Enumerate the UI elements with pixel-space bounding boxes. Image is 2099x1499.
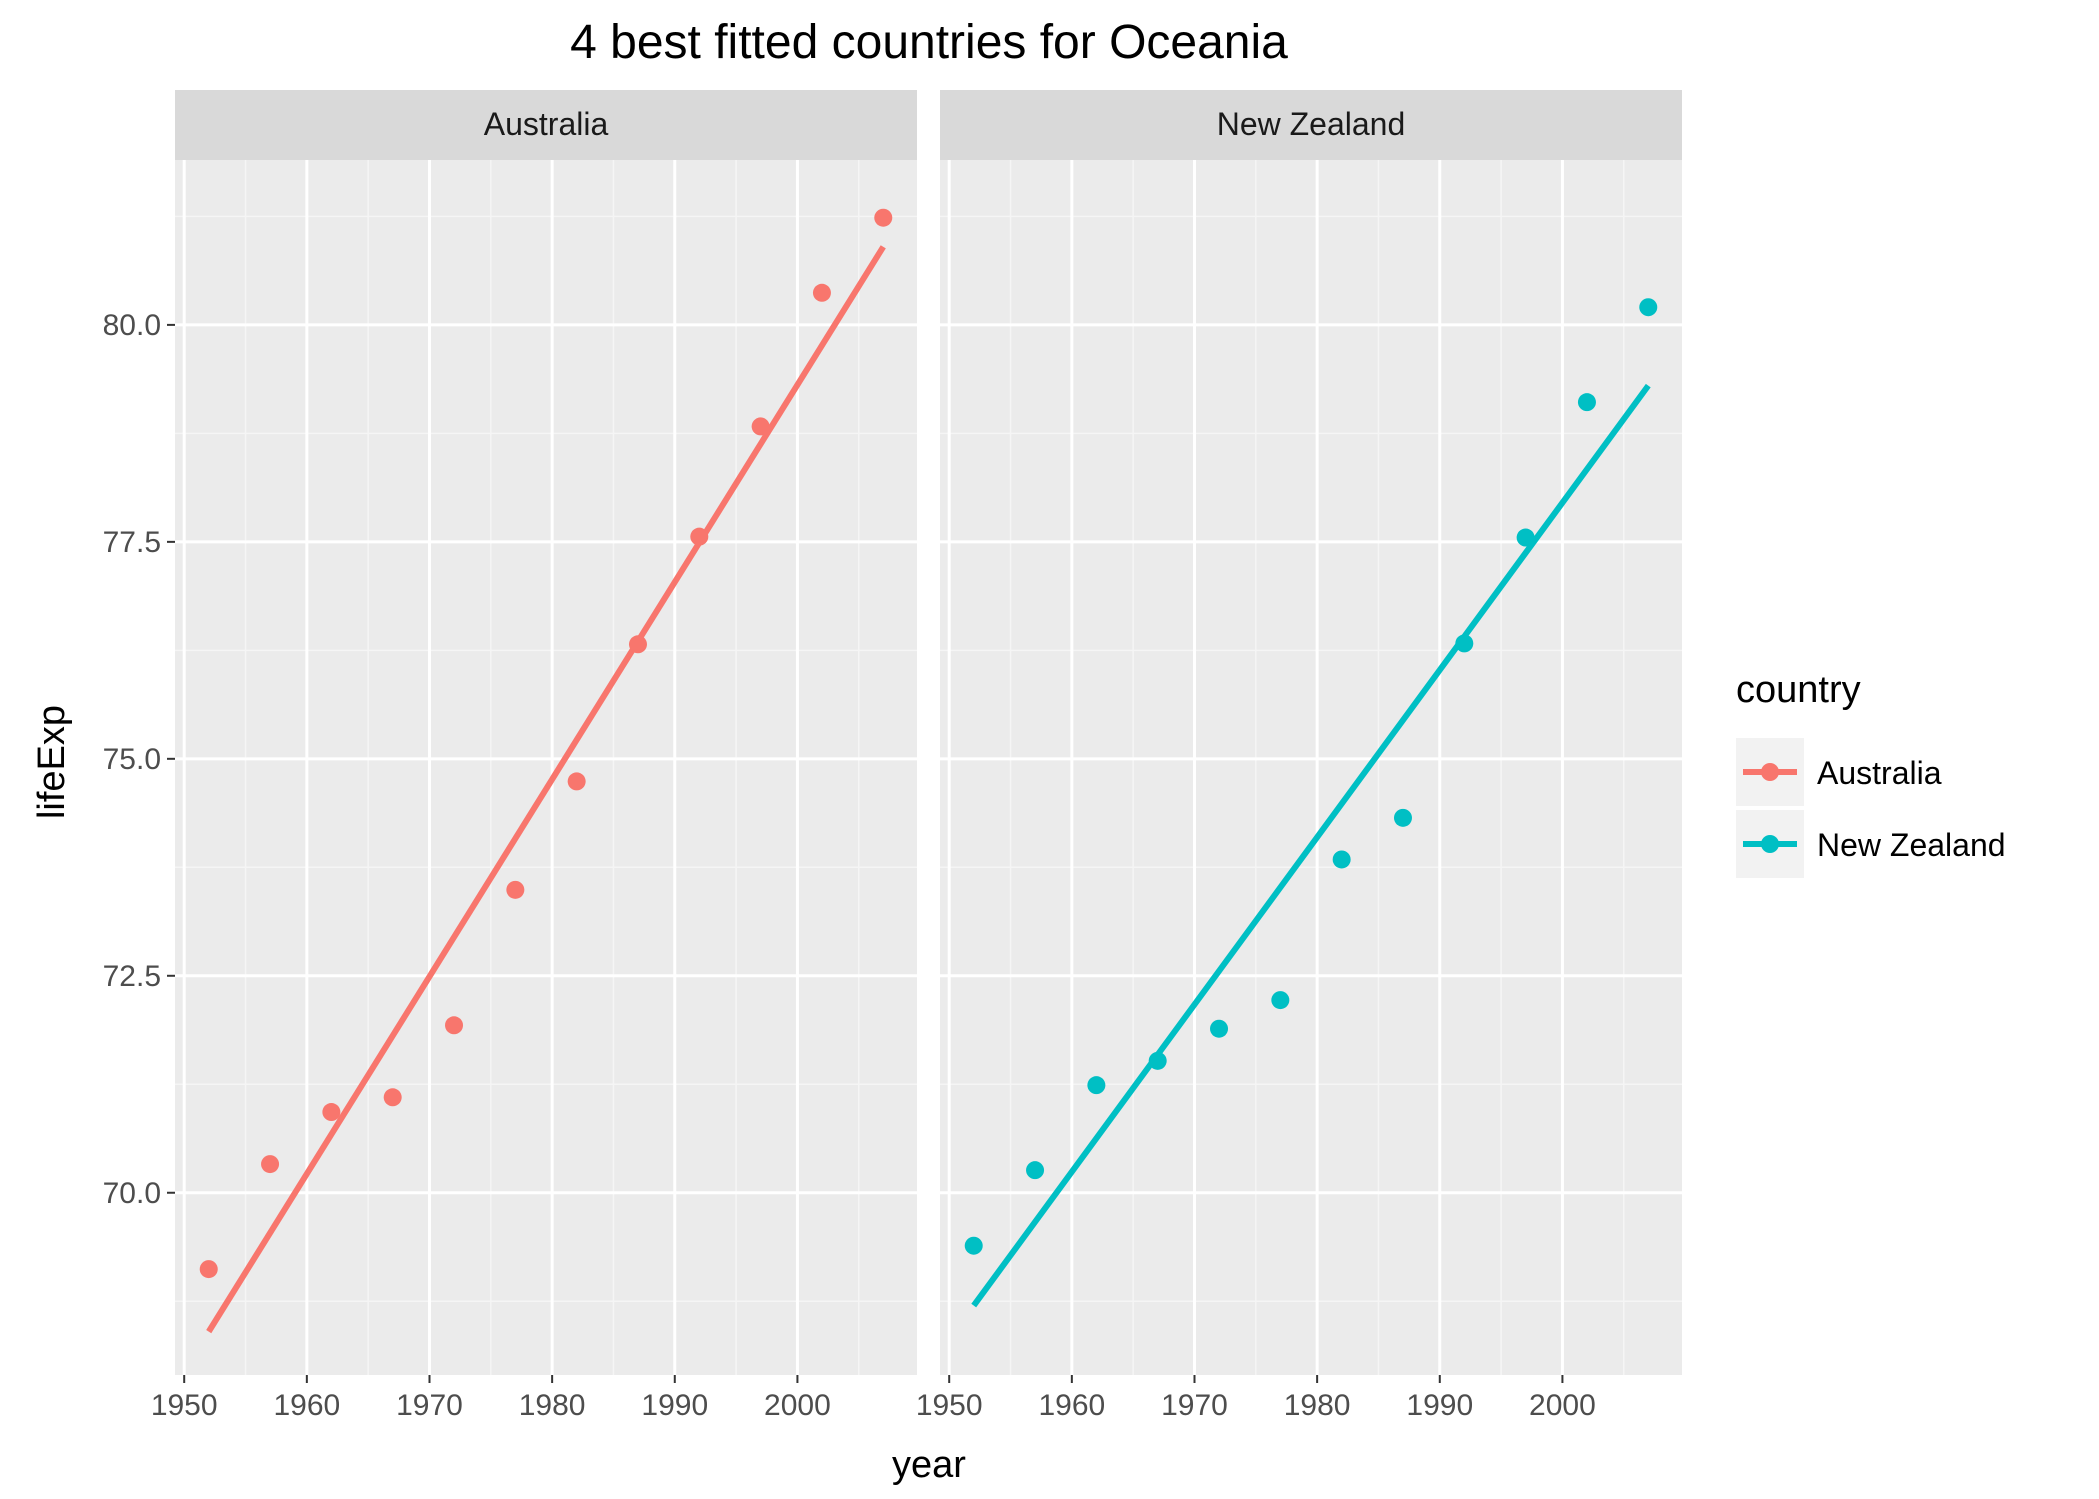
data-point: [1026, 1161, 1045, 1180]
data-point: [1332, 850, 1351, 869]
y-tick-label: 70.0: [103, 1177, 161, 1210]
data-point: [199, 1260, 218, 1279]
x-tick-label: 1960: [1038, 1389, 1105, 1422]
x-tick-label: 2000: [764, 1389, 831, 1422]
y-tick-label: 80.0: [103, 309, 161, 342]
x-tick-label: 1950: [916, 1389, 983, 1422]
x-tick-label: 1980: [1284, 1389, 1351, 1422]
data-point: [261, 1155, 280, 1174]
legend: country Australia New Zealand: [1736, 669, 2006, 878]
data-point: [567, 772, 586, 791]
x-tick-label: 1990: [641, 1389, 708, 1422]
legend-title: country: [1736, 669, 1861, 711]
fit-line: [206, 245, 886, 1334]
data-point: [812, 283, 831, 302]
x-tick-label: 1970: [1161, 1389, 1228, 1422]
data-point: [1639, 298, 1658, 317]
x-tick-label: 1970: [396, 1389, 463, 1422]
facet-strip: [175, 90, 917, 160]
legend-key-point: [1761, 763, 1779, 781]
data-point: [1148, 1051, 1167, 1070]
x-tick-label: 1980: [519, 1389, 586, 1422]
data-point: [1577, 393, 1596, 412]
panel-background: [940, 160, 1682, 1375]
data-point: [1455, 634, 1474, 653]
data-point: [690, 527, 709, 546]
x-tick-label: 2000: [1529, 1389, 1596, 1422]
legend-label: Australia: [1817, 755, 1942, 791]
data-point: [874, 208, 893, 227]
data-point: [628, 635, 647, 654]
x-tick-label: 1950: [151, 1389, 218, 1422]
data-point: [964, 1236, 983, 1255]
panel-background: [175, 160, 917, 1375]
y-tick-label: 72.5: [103, 960, 161, 993]
x-tick-label: 1960: [273, 1389, 340, 1422]
data-point: [751, 417, 770, 436]
data-point: [383, 1088, 402, 1107]
facet-strip-label: New Zealand: [1217, 106, 1406, 142]
y-tick-label: 75.0: [103, 743, 161, 776]
legend-key-point: [1761, 835, 1779, 853]
data-point: [506, 880, 525, 899]
facet-strip-label: Australia: [484, 106, 609, 142]
y-tick-label: 77.5: [103, 526, 161, 559]
fit-line: [971, 383, 1651, 1308]
facet-strip: [940, 90, 1682, 160]
data-point: [1393, 808, 1412, 827]
facet-panel: Australia 1950 1960 1970 1980 1990 2000 70.0 72.…: [103, 90, 917, 1422]
data-point: [1087, 1076, 1106, 1095]
x-tick-label: 1990: [1406, 1389, 1473, 1422]
data-point: [1271, 991, 1290, 1010]
data-point: [1516, 528, 1535, 547]
x-axis-title: year: [892, 1444, 966, 1486]
facet-panel: New Zealand 1950 1960 1970 1980 1990 2000: [916, 90, 1682, 1422]
chart-title: 4 best fitted countries for Oceania: [570, 16, 1288, 69]
legend-label: New Zealand: [1817, 827, 2006, 863]
data-point: [1210, 1019, 1229, 1038]
data-point: [445, 1016, 464, 1035]
data-point: [322, 1103, 341, 1122]
y-axis-title: lifeExp: [31, 705, 73, 819]
facet-panels: Australia 1950 1960 1970 1980 1990 2000 70.0 72.…: [103, 90, 1682, 1422]
